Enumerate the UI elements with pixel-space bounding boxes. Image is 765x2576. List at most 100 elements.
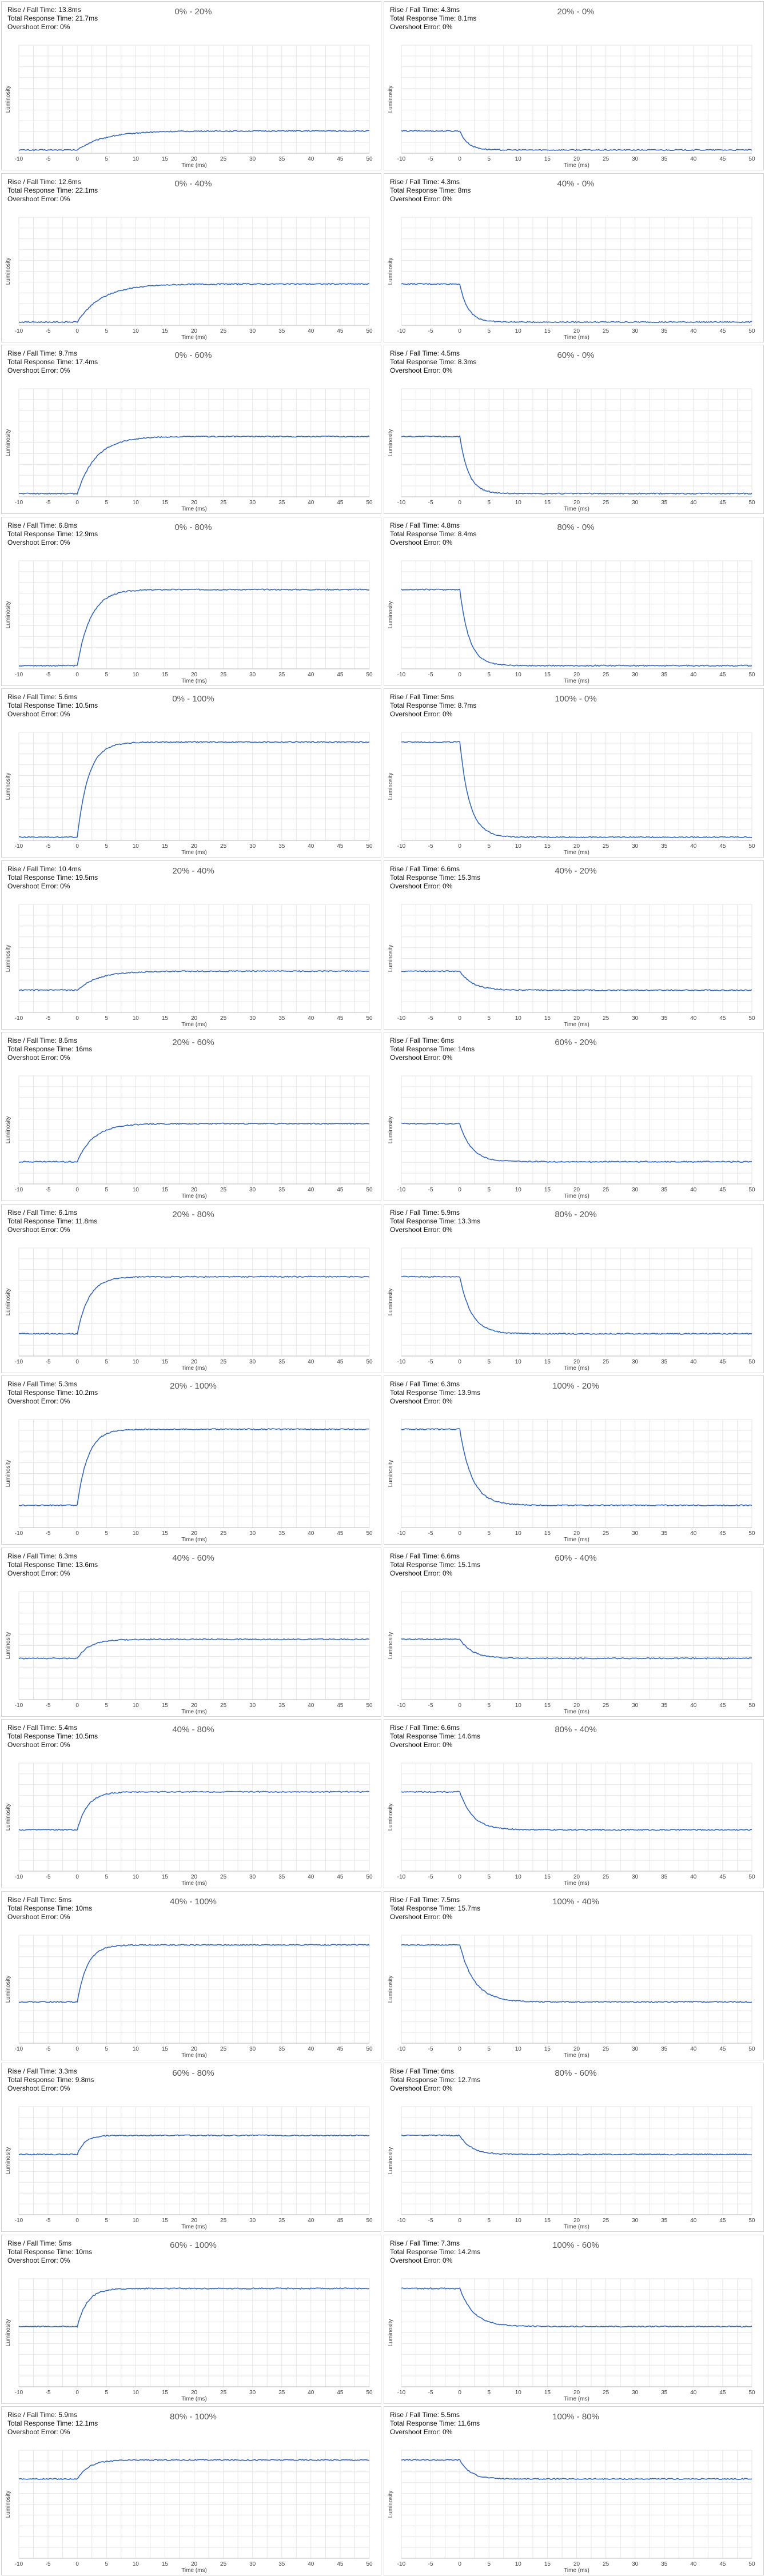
x-tick-label: 0 — [458, 1187, 461, 1193]
x-tick-label: 50 — [366, 1015, 373, 1022]
x-tick-label: 20 — [573, 1530, 580, 1537]
x-tick-label: 45 — [337, 2046, 344, 2052]
x-tick-label: -10 — [15, 2390, 23, 2396]
x-axis-label: Time (ms) — [181, 1193, 207, 1199]
chart-panel: Rise / Fall Time: 5.9ms Total Response Ti… — [384, 1204, 764, 1373]
x-tick-label: 0 — [75, 1874, 79, 1880]
x-tick-label: 45 — [337, 500, 344, 506]
overshoot-error-label: Overshoot Error: 0% — [7, 2084, 70, 2092]
x-tick-label: 35 — [278, 500, 285, 506]
response-curve-series — [401, 970, 752, 991]
x-tick-label: -10 — [397, 1015, 406, 1022]
response-curve-series — [18, 970, 370, 992]
rise-fall-time-label: Rise / Fall Time: 6ms — [390, 2067, 454, 2075]
x-tick-label: 30 — [249, 2046, 256, 2052]
chart-title: 20% - 0% — [557, 7, 594, 17]
x-tick-label: -10 — [15, 2046, 23, 2052]
x-tick-label: 25 — [220, 1530, 227, 1537]
x-tick-label: 5 — [105, 2046, 109, 2052]
x-tick-label: -10 — [397, 1874, 406, 1880]
chart-panel: Rise / Fall Time: 6ms Total Response Time… — [384, 1032, 764, 1201]
x-tick-label: 45 — [719, 500, 726, 506]
x-tick-label: -5 — [428, 2218, 433, 2224]
x-tick-label: 50 — [366, 1359, 373, 1365]
x-tick-label: 25 — [220, 1015, 227, 1022]
x-tick-label: 45 — [337, 1874, 344, 1880]
x-tick-label: 30 — [632, 1187, 639, 1193]
x-tick-label: 35 — [278, 156, 285, 162]
total-response-time-label: Total Response Time: 15.3ms — [390, 874, 480, 882]
y-axis-label: Luminosity — [388, 1116, 394, 1144]
x-tick-label: 25 — [603, 1530, 609, 1537]
x-tick-label: -5 — [428, 1530, 433, 1537]
y-axis-label: Luminosity — [388, 2491, 394, 2518]
x-tick-label: 40 — [308, 328, 314, 334]
x-tick-label: 10 — [133, 1187, 140, 1193]
x-tick-label: -5 — [46, 1530, 51, 1537]
total-response-time-label: Total Response Time: 13.9ms — [390, 1389, 480, 1397]
x-tick-label: 45 — [337, 1702, 344, 1709]
x-tick-label: -5 — [428, 156, 433, 162]
chart-title: 80% - 100% — [170, 2412, 217, 2422]
x-tick-label: 35 — [278, 1359, 285, 1365]
gridlines — [401, 1762, 752, 1872]
x-tick-label: 30 — [249, 843, 256, 850]
x-tick-label: 10 — [133, 2561, 140, 2567]
x-tick-label: 30 — [632, 1702, 639, 1709]
overshoot-error-label: Overshoot Error: 0% — [390, 1913, 453, 1921]
x-tick-label: 5 — [488, 2390, 491, 2396]
rise-fall-time-label: Rise / Fall Time: 6.6ms — [390, 1552, 460, 1560]
overshoot-error-label: Overshoot Error: 0% — [7, 366, 70, 374]
gridlines — [18, 2278, 370, 2387]
total-response-time-label: Total Response Time: 12.7ms — [390, 2076, 480, 2084]
x-tick-label: 35 — [661, 2390, 668, 2396]
chart-title: 40% - 100% — [170, 1897, 217, 1907]
x-tick-label: -10 — [15, 1702, 23, 1709]
response-curve-series — [18, 1122, 370, 1163]
rise-fall-time-label: Rise / Fall Time: 5ms — [7, 2239, 71, 2247]
y-axis-label: Luminosity — [388, 86, 394, 113]
x-tick-label: -5 — [46, 2218, 51, 2224]
x-tick-label: 50 — [748, 1702, 755, 1709]
x-tick-label: -5 — [46, 1187, 51, 1193]
x-tick-label: 5 — [488, 1702, 491, 1709]
x-tick-label: 45 — [719, 1702, 726, 1709]
overshoot-error-label: Overshoot Error: 0% — [7, 2428, 70, 2436]
x-tick-label: 0 — [75, 1187, 79, 1193]
gridlines — [401, 45, 752, 154]
response-curve-series — [401, 1638, 752, 1660]
x-tick-label: 10 — [133, 2390, 140, 2396]
x-tick-label: 0 — [458, 156, 461, 162]
y-axis-label: Luminosity — [5, 773, 11, 800]
x-tick-label: -5 — [428, 1702, 433, 1709]
x-tick-label: 35 — [278, 2046, 285, 2052]
total-response-time-label: Total Response Time: 10ms — [7, 1904, 92, 1912]
x-tick-label: 25 — [603, 672, 609, 678]
gridlines — [18, 2106, 370, 2215]
x-axis-label: Time (ms) — [564, 506, 589, 512]
x-tick-label: 45 — [719, 1359, 726, 1365]
x-axis-label: Time (ms) — [181, 1537, 207, 1543]
x-tick-label: 40 — [308, 1015, 314, 1022]
gridlines — [401, 732, 752, 841]
y-axis-label: Luminosity — [5, 601, 11, 629]
x-tick-label: 50 — [748, 500, 755, 506]
y-axis-label: Luminosity — [388, 2319, 394, 2347]
chart-panel: Rise / Fall Time: 9.7ms Total Response Ti… — [1, 345, 381, 514]
overshoot-error-label: Overshoot Error: 0% — [390, 195, 453, 203]
y-axis-label: Luminosity — [388, 1632, 394, 1660]
x-axis-label: Time (ms) — [564, 162, 589, 169]
x-tick-label: 40 — [690, 672, 697, 678]
x-tick-label: 30 — [249, 1702, 256, 1709]
x-tick-label: 45 — [337, 1530, 344, 1537]
y-axis-label: Luminosity — [5, 1116, 11, 1144]
x-tick-label: 40 — [690, 843, 697, 850]
x-tick-label: 0 — [75, 156, 79, 162]
x-tick-label: 20 — [191, 2046, 198, 2052]
chart-panel: Rise / Fall Time: 5ms Total Response Time… — [1, 1891, 381, 2060]
